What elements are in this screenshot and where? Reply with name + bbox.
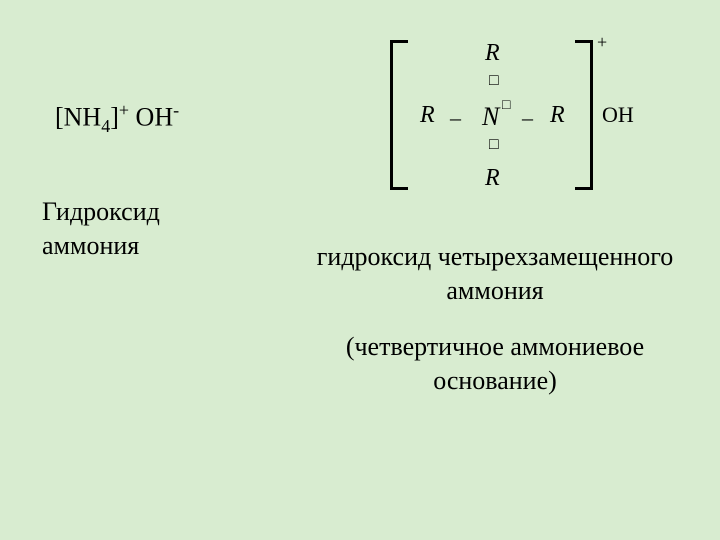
r-group-left: R (420, 102, 435, 129)
bracket-left (390, 40, 408, 190)
formula-part2: ] (110, 103, 119, 132)
label-right-line1: гидроксид четырехзамещенного (300, 240, 690, 274)
label-left-line1: Гидроксид (42, 195, 160, 229)
hydroxide-text: OH (602, 102, 634, 128)
formula-sub: 4 (101, 116, 110, 136)
bracket-right (575, 40, 593, 190)
label-right2-line1: (четвертичное аммониевое (300, 330, 690, 364)
nitrogen-center: N (482, 102, 499, 132)
label-ammonium-hydroxide: Гидроксид аммония (42, 195, 160, 263)
formula-part3: OH (129, 103, 173, 132)
charge-plus: + (597, 32, 607, 53)
square-bottom: □ (489, 136, 499, 154)
nitrogen-super: □ (502, 98, 510, 114)
label-quaternary-base: (четвертичное аммониевое основание) (300, 330, 690, 398)
label-quaternary-hydroxide: гидроксид четырехзамещенного аммония (300, 240, 690, 308)
quaternary-structure-diagram: R R R R N □ □ □ – – + OH (390, 30, 640, 200)
formula-sup2: - (173, 100, 179, 120)
bond-dash-right: – (522, 105, 533, 131)
r-group-top: R (485, 40, 500, 67)
formula-part1: [NH (55, 103, 101, 132)
square-top: □ (489, 72, 499, 90)
r-group-right: R (550, 102, 565, 129)
label-right2-line2: основание) (300, 364, 690, 398)
bond-dash-left: – (450, 105, 461, 131)
formula-sup1: + (119, 100, 129, 120)
label-left-line2: аммония (42, 229, 160, 263)
r-group-bottom: R (485, 165, 500, 192)
ammonium-formula: [NH4]+ OH- (55, 100, 179, 137)
label-right-line2: аммония (300, 274, 690, 308)
